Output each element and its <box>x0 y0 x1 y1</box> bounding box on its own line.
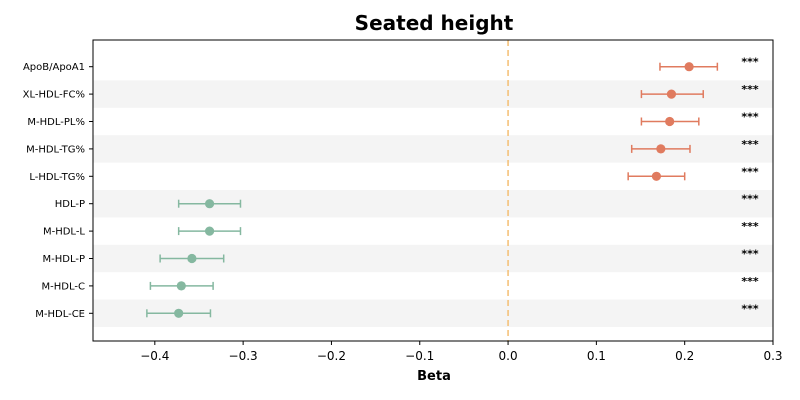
estimate-point <box>187 253 197 264</box>
significance-label: *** <box>741 220 759 233</box>
x-tick-label: −0.3 <box>229 349 258 363</box>
significance-label: *** <box>741 83 759 96</box>
estimate-row: XL-HDL-FC% *** <box>23 83 759 101</box>
estimate-point <box>176 281 186 291</box>
estimate-row: M-HDL-PL% *** <box>27 111 758 129</box>
y-tick-label: ApoB/ApoA1 <box>23 62 85 73</box>
estimate-point <box>656 144 666 154</box>
significance-label: *** <box>741 138 759 151</box>
estimate-row: M-HDL-CE *** <box>35 302 759 320</box>
x-tick-label: −0.2 <box>317 349 346 363</box>
significance-label: *** <box>741 56 759 69</box>
estimate-row: M-HDL-P *** <box>43 248 759 266</box>
chart-title: Seated height <box>355 11 514 35</box>
significance-label: *** <box>741 275 759 288</box>
estimate-point <box>204 199 215 209</box>
significance-label: *** <box>741 193 759 206</box>
y-tick-label: M-HDL-CE <box>35 309 85 320</box>
x-tick-label: −0.1 <box>405 349 434 363</box>
x-axis-label: Beta <box>417 369 451 384</box>
estimate-point <box>666 89 677 99</box>
estimate-row: M-HDL-TG% *** <box>26 138 759 156</box>
y-tick-label: L-HDL-TG% <box>29 172 85 183</box>
y-tick-label: M-HDL-P <box>43 254 86 265</box>
estimate-row: M-HDL-L *** <box>43 220 759 238</box>
estimate-point <box>174 308 184 318</box>
estimate-row: L-HDL-TG% *** <box>29 165 759 183</box>
x-tick-label: 0.3 <box>763 349 782 363</box>
estimate-point <box>204 226 215 236</box>
estimate-point <box>651 171 662 181</box>
x-tick-label: 0.1 <box>587 349 606 363</box>
estimate-row: ApoB/ApoA1 *** <box>23 56 759 74</box>
y-tick-label: M-HDL-C <box>42 281 85 292</box>
estimate-point <box>665 116 675 127</box>
x-tick-label: 0.2 <box>675 349 694 363</box>
significance-label: *** <box>741 111 759 124</box>
y-tick-label: M-HDL-PL% <box>27 117 85 128</box>
y-tick-label: XL-HDL-FC% <box>23 90 85 101</box>
y-tick-label: M-HDL-TG% <box>26 144 85 155</box>
estimate-row: HDL-P *** <box>55 193 759 211</box>
significance-label: *** <box>741 302 759 315</box>
estimate-row: M-HDL-C *** <box>42 275 759 293</box>
significance-label: *** <box>741 248 759 261</box>
plot-frame <box>92 39 774 342</box>
significance-label: *** <box>741 165 759 178</box>
x-tick-label: 0.0 <box>499 349 518 363</box>
y-tick-label: M-HDL-L <box>43 227 85 238</box>
data-rows: ApoB/ApoA1 ***XL-HDL-FC% ***M-HDL-PL% ***M-… <box>23 56 759 320</box>
x-axis: −0.4 −0.3 −0.2 −0.1 0.0 0.1 0.2 0.3 <box>140 341 783 363</box>
x-tick-label: −0.4 <box>140 349 169 363</box>
y-tick-label: HDL-P <box>55 199 85 210</box>
estimate-point <box>684 62 694 72</box>
